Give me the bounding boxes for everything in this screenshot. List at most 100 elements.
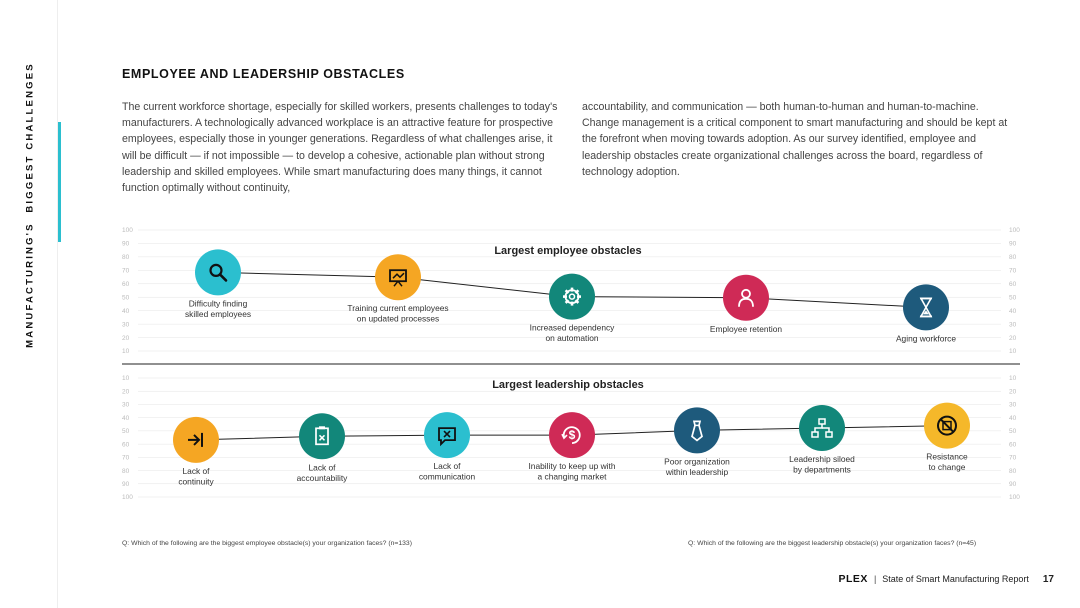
data-label: continuity xyxy=(178,476,214,486)
data-label: Lack of xyxy=(308,462,336,472)
hourglass-icon xyxy=(919,297,933,318)
data-label: Leadership siloed xyxy=(789,454,855,464)
chart-title: Largest employee obstacles xyxy=(494,245,641,257)
data-label: Employee retention xyxy=(710,324,783,334)
y-tick-label-right: 100 xyxy=(1009,227,1020,234)
data-label: Lack of xyxy=(433,461,461,471)
y-tick-label-left: 40 xyxy=(122,415,130,422)
section-accent-bar xyxy=(58,122,61,242)
magnifier-icon xyxy=(209,263,228,282)
data-point-circle xyxy=(299,413,345,460)
person-icon xyxy=(738,288,754,307)
y-tick-label-right: 90 xyxy=(1009,481,1017,488)
leadership-obstacles-chart: 10 10 20 20 30 30 40 40 50 50 60 60 70 70 80 80 90 90 100 1… xyxy=(122,375,1020,501)
employee-survey-question: Q: Which of the following are the bigges… xyxy=(122,540,412,547)
y-tick-label-left: 20 xyxy=(122,335,130,342)
y-tick-label-right: 40 xyxy=(1009,415,1017,422)
y-tick-label-left: 20 xyxy=(122,388,130,395)
y-tick-label-left: 10 xyxy=(122,348,130,355)
data-label: on updated processes xyxy=(357,314,439,324)
presentation-board-icon xyxy=(389,269,407,287)
page-number: 17 xyxy=(1042,573,1054,585)
y-tick-label-right: 100 xyxy=(1009,494,1020,501)
svg-text:$: $ xyxy=(569,428,576,442)
leadership-survey-question: Q: Which of the following are the bigges… xyxy=(688,540,977,547)
y-tick-label-left: 100 xyxy=(122,494,133,501)
y-tick-label-right: 20 xyxy=(1009,335,1017,342)
intro-paragraph-right: accountability, and communication — both… xyxy=(582,101,1008,178)
y-tick-label-left: 30 xyxy=(122,321,130,328)
dollar-cycle-icon: $ xyxy=(561,426,581,444)
y-tick-label-left: 30 xyxy=(122,402,130,409)
data-label: accountability xyxy=(297,473,349,483)
data-point-circle xyxy=(195,249,241,296)
y-tick-label-left: 60 xyxy=(122,441,130,448)
y-tick-label-left: 100 xyxy=(122,227,133,234)
y-tick-label-right: 30 xyxy=(1009,402,1017,409)
y-tick-label-left: 70 xyxy=(122,455,130,462)
data-point: Employee retention xyxy=(710,274,783,334)
necktie-icon xyxy=(691,420,703,442)
y-tick-label-left: 40 xyxy=(122,308,130,315)
data-point-circle xyxy=(549,412,595,459)
plex-logo: PLEX xyxy=(838,573,868,585)
y-tick-label-left: 80 xyxy=(122,468,130,475)
y-tick-label-left: 70 xyxy=(122,268,130,275)
y-tick-label-right: 70 xyxy=(1009,455,1017,462)
y-tick-label-right: 80 xyxy=(1009,254,1017,261)
data-label: Resistance xyxy=(926,452,968,462)
page-heading: EMPLOYEE AND LEADERSHIP OBSTACLES xyxy=(122,67,405,81)
y-tick-label-left: 90 xyxy=(122,241,130,248)
chart-title: Largest leadership obstacles xyxy=(492,379,644,391)
data-label: Training current employees xyxy=(347,303,448,313)
data-label: by departments xyxy=(793,465,851,475)
arrow-bar-icon xyxy=(188,432,203,447)
data-label: Increased dependency xyxy=(530,323,616,333)
data-label: on automation xyxy=(545,333,598,343)
y-tick-label-left: 90 xyxy=(122,481,130,488)
y-tick-label-left: 50 xyxy=(122,428,130,435)
data-point-circle xyxy=(375,254,421,301)
y-tick-label-right: 10 xyxy=(1009,375,1017,382)
no-change-icon xyxy=(937,415,957,436)
data-label: Aging workforce xyxy=(896,333,956,343)
data-point-circle xyxy=(674,407,720,454)
y-tick-label-right: 50 xyxy=(1009,294,1017,301)
y-tick-label-right: 60 xyxy=(1009,441,1017,448)
data-label: Inability to keep up with xyxy=(528,461,615,471)
data-label: Lack of xyxy=(182,466,210,476)
y-tick-label-left: 60 xyxy=(122,281,130,288)
data-label: a changing market xyxy=(538,472,608,482)
data-label: Difficulty finding xyxy=(189,298,248,308)
y-tick-label-right: 10 xyxy=(1009,348,1017,355)
data-label: skilled employees xyxy=(185,309,251,319)
y-tick-label-left: 10 xyxy=(122,375,130,382)
org-chart-icon xyxy=(811,418,833,438)
sidebar: MANUFACTURING'S BIGGEST CHALLENGES xyxy=(0,0,58,608)
y-tick-label-right: 70 xyxy=(1009,268,1017,275)
clipboard-icon xyxy=(315,426,329,446)
message-x-icon xyxy=(438,427,456,447)
y-tick-label-right: 60 xyxy=(1009,281,1017,288)
y-tick-label-right: 40 xyxy=(1009,308,1017,315)
y-tick-label-left: 80 xyxy=(122,254,130,261)
y-tick-label-right: 20 xyxy=(1009,388,1017,395)
y-tick-label-right: 90 xyxy=(1009,241,1017,248)
gear-icon xyxy=(563,287,581,306)
footer: PLEX | State of Smart Manufacturing Repo… xyxy=(839,573,1054,585)
y-tick-label-right: 50 xyxy=(1009,428,1017,435)
data-point: Aging workforce xyxy=(896,284,956,343)
intro-paragraph-left: The current workforce shortage, especial… xyxy=(122,101,558,195)
y-tick-label-right: 80 xyxy=(1009,468,1017,475)
